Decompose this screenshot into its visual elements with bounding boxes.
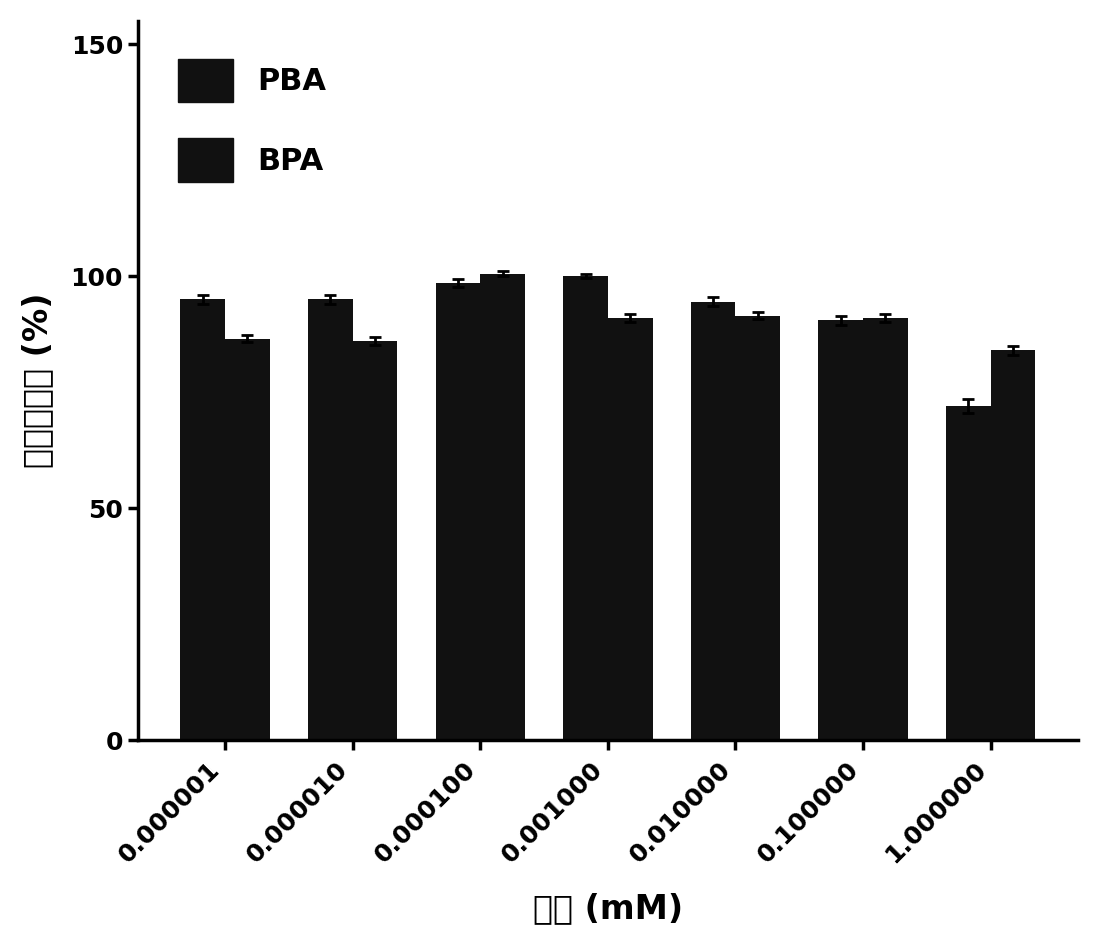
Bar (308, 299, 353, 741)
Bar (353, 342, 398, 741)
Bar (480, 273, 525, 741)
Bar (863, 318, 908, 741)
Bar (946, 406, 990, 741)
Bar (691, 302, 735, 741)
Bar (990, 350, 1035, 741)
Bar (225, 339, 269, 741)
Bar (180, 299, 225, 741)
Bar (608, 318, 653, 741)
Bar (819, 320, 863, 741)
Bar (735, 316, 780, 741)
X-axis label: 浓度 (mM): 浓度 (mM) (533, 892, 682, 925)
Bar (435, 283, 480, 741)
Legend: PBA, BPA: PBA, BPA (163, 44, 342, 197)
Y-axis label: 细胞存活率 (%): 细胞存活率 (%) (21, 293, 54, 468)
Bar (563, 276, 608, 741)
